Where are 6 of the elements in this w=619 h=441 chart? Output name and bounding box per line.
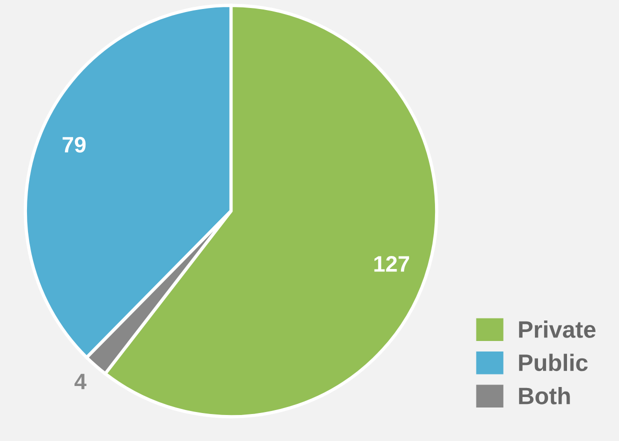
legend-label: Public xyxy=(519,354,588,372)
legend-label: Private xyxy=(519,320,596,338)
data-label: 4 xyxy=(74,374,86,390)
data-label: 127 xyxy=(374,256,410,272)
legend-label: Both xyxy=(519,387,570,404)
data-label: 79 xyxy=(62,136,86,153)
